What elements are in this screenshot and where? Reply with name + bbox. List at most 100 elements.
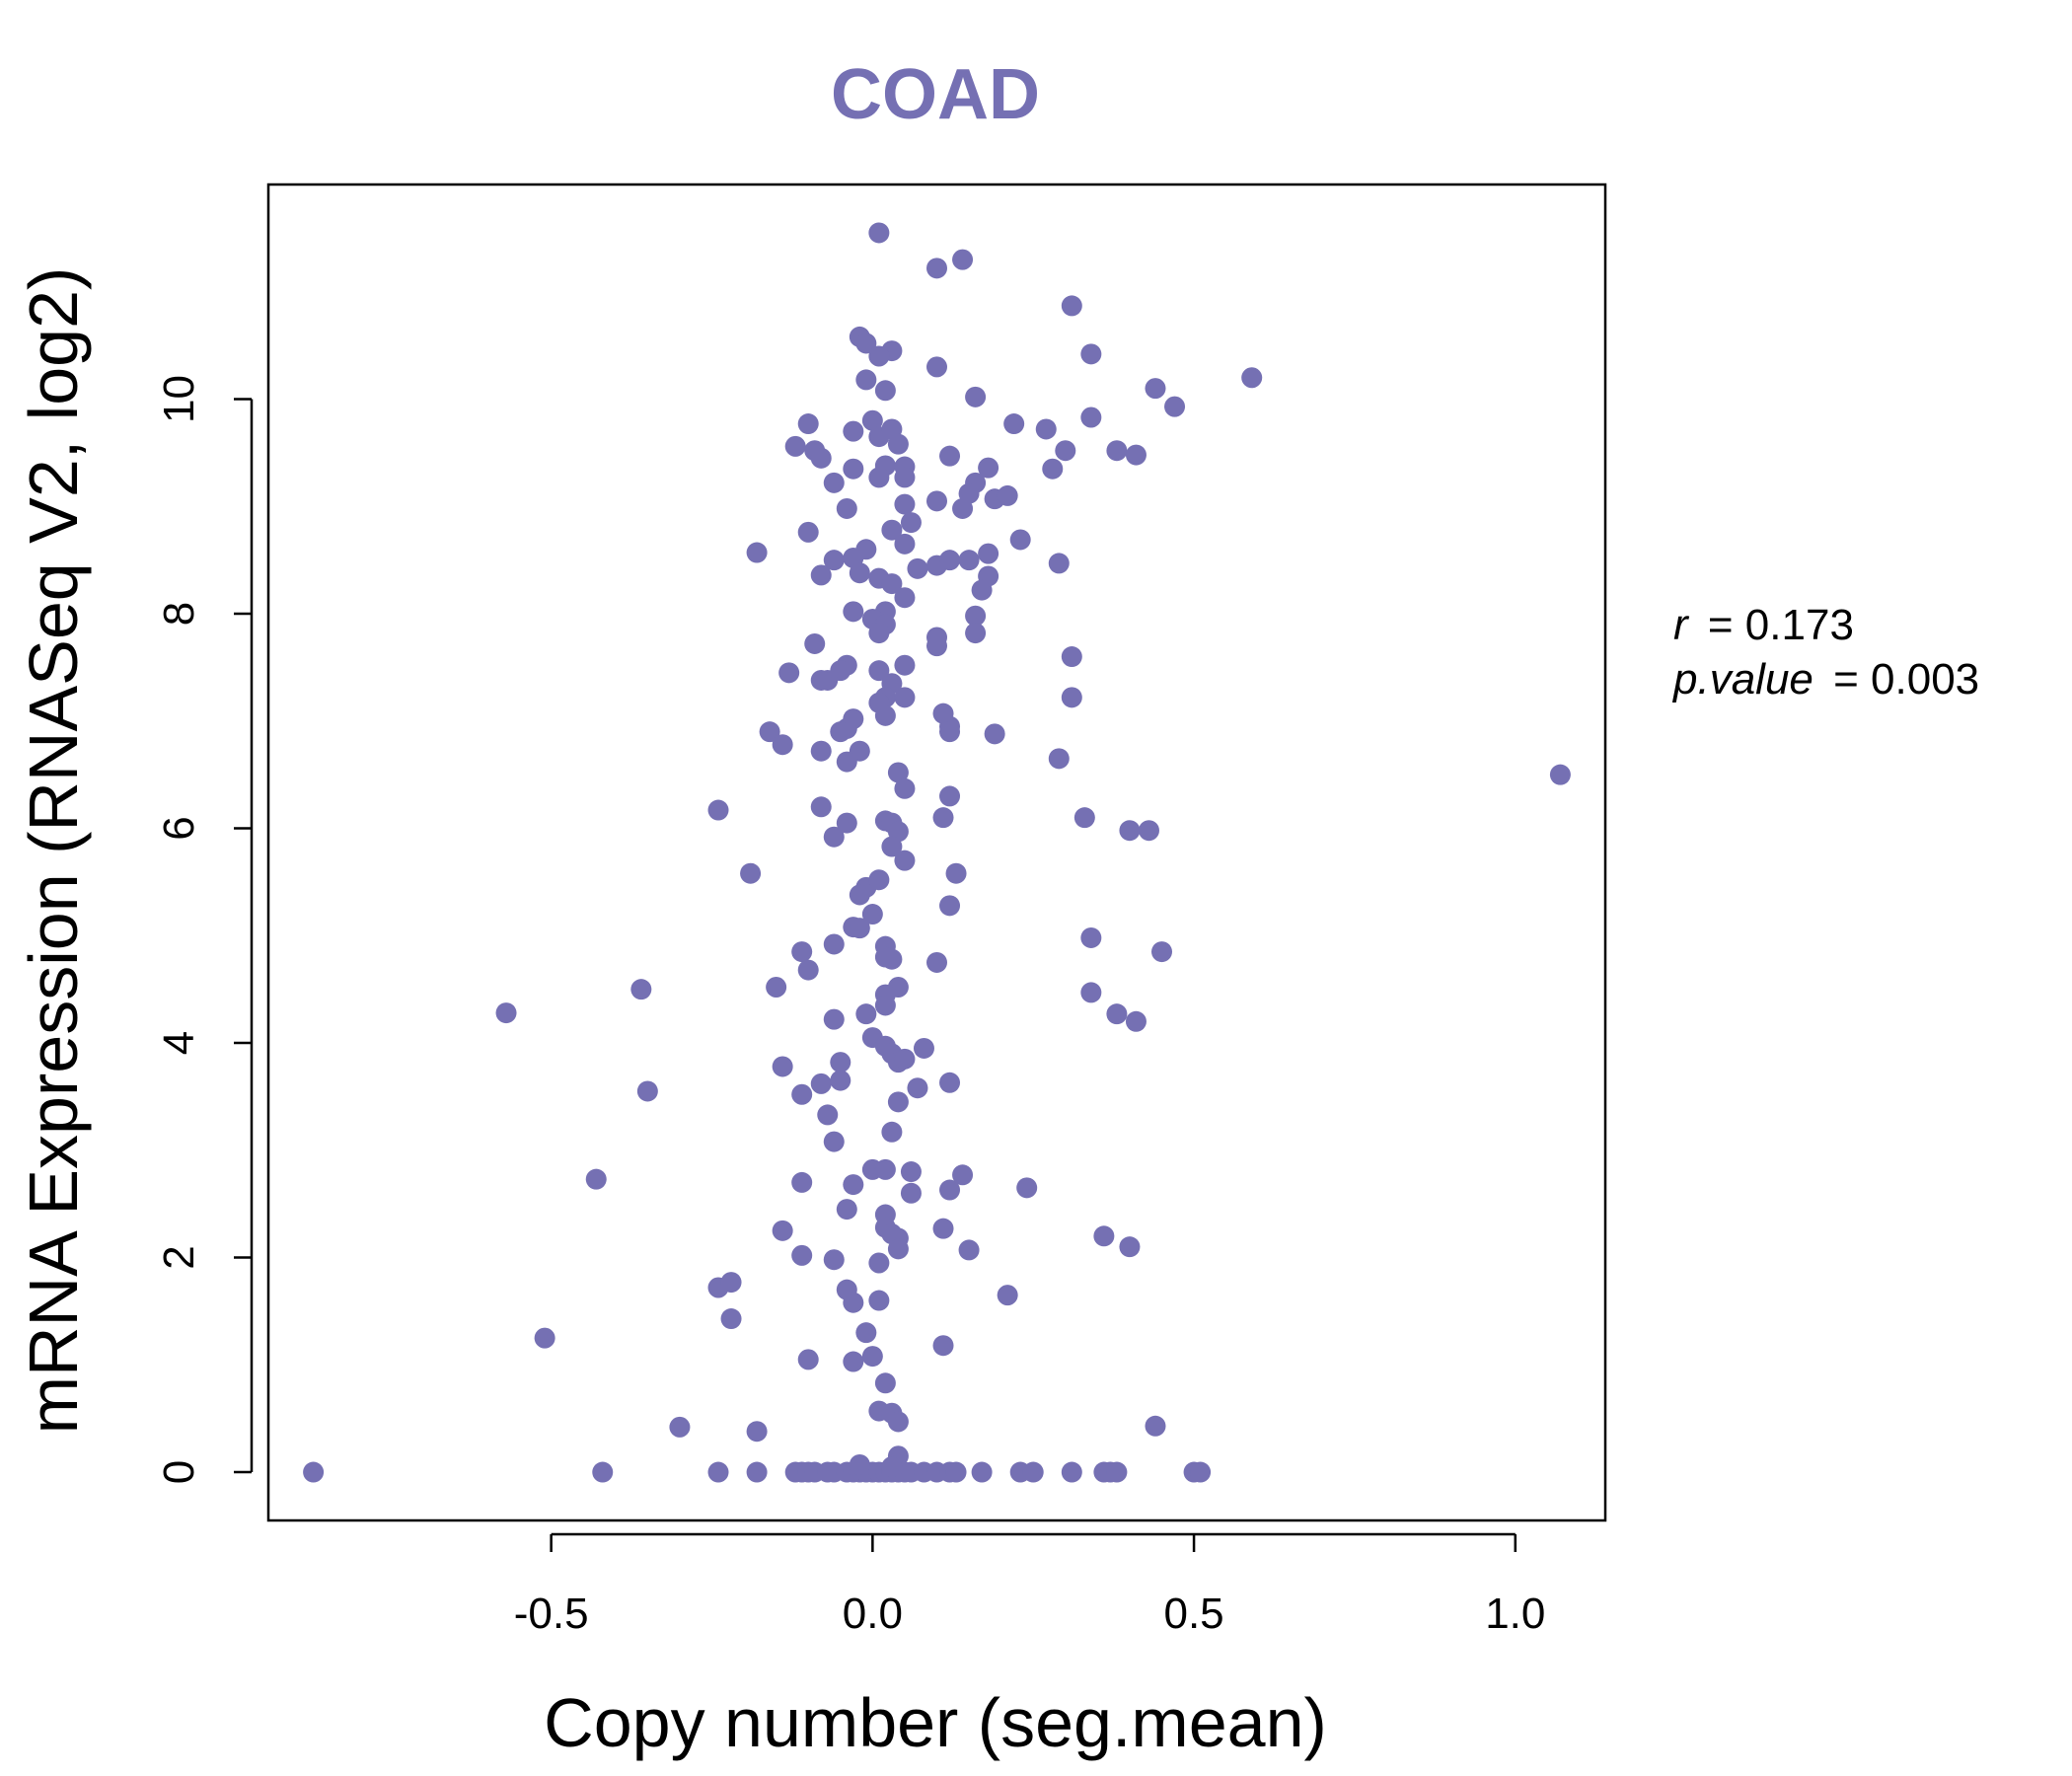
data-point (836, 812, 857, 834)
data-point (797, 413, 819, 435)
data-point (797, 1349, 819, 1370)
data-point (881, 836, 903, 857)
data-point (778, 662, 800, 684)
data-point (810, 796, 832, 818)
data-point (1022, 1461, 1044, 1483)
data-point (746, 1461, 768, 1483)
data-point (1073, 807, 1095, 829)
data-point (843, 420, 864, 442)
data-point (939, 445, 961, 467)
data-point (830, 721, 851, 743)
data-point (303, 1461, 325, 1483)
data-point (887, 433, 909, 455)
data-point (1080, 982, 1102, 1003)
data-point (894, 1048, 916, 1070)
data-point (843, 458, 864, 480)
data-point (1164, 396, 1186, 417)
x-tick-label: 0.0 (843, 1590, 903, 1638)
data-point (965, 623, 987, 644)
data-point (1055, 440, 1076, 462)
data-point (965, 386, 987, 407)
data-point (926, 356, 947, 378)
data-points (303, 222, 1571, 1483)
data-point (894, 687, 916, 708)
data-point (797, 521, 819, 543)
data-point (958, 1239, 980, 1261)
correlation-annotation: r = 0.173 (1673, 601, 1854, 649)
data-point (784, 435, 806, 457)
data-point (740, 862, 762, 884)
data-point (965, 605, 987, 627)
data-point (534, 1327, 555, 1349)
data-point (830, 1052, 851, 1073)
data-point (894, 493, 916, 515)
data-point (868, 660, 890, 682)
data-point (971, 579, 993, 601)
data-point (1016, 1177, 1038, 1199)
data-point (868, 222, 890, 244)
data-point (868, 345, 890, 367)
data-point (1145, 378, 1166, 400)
data-point (1061, 687, 1082, 708)
data-point (836, 497, 857, 519)
data-point (849, 884, 870, 906)
y-axis-label: mRNA Expression (RNASeq V2, log2) (15, 267, 92, 1435)
data-point (887, 1411, 909, 1433)
data-point (592, 1461, 614, 1483)
data-point (997, 484, 1018, 506)
pvalue-annotation: p.value = 0.003 (1671, 655, 1979, 703)
data-point (926, 951, 947, 973)
data-point (861, 409, 883, 431)
data-point (861, 904, 883, 925)
data-point (746, 542, 768, 563)
data-point (894, 654, 916, 676)
data-point (978, 543, 999, 564)
data-point (978, 457, 999, 479)
data-point (772, 734, 793, 756)
data-point (874, 1158, 896, 1180)
data-point (952, 1164, 974, 1186)
data-point (887, 762, 909, 783)
data-point (849, 918, 870, 939)
data-point (791, 941, 813, 963)
data-point (881, 573, 903, 595)
data-point (913, 1037, 934, 1059)
plot-frame (266, 183, 1607, 1522)
data-point (849, 1453, 870, 1475)
data-point (855, 333, 877, 354)
data-point (1119, 1236, 1141, 1258)
data-point (804, 632, 826, 654)
data-point (1003, 413, 1025, 435)
data-point (843, 1174, 864, 1196)
x-axis: -0.5 0.0 0.5 1.0 (514, 1532, 1545, 1638)
data-point (907, 557, 928, 579)
data-point (791, 1244, 813, 1266)
data-point (855, 1003, 877, 1025)
data-point (791, 1083, 813, 1105)
x-tick-label: 0.5 (1163, 1590, 1223, 1638)
data-point (894, 777, 916, 799)
data-point (887, 1091, 909, 1113)
data-point (1549, 764, 1571, 785)
data-point (1093, 1225, 1115, 1247)
data-point (868, 1252, 890, 1274)
data-point (1061, 646, 1082, 668)
data-point (1119, 820, 1141, 842)
r-symbol: r (1673, 601, 1690, 649)
data-point (939, 785, 961, 807)
data-point (894, 850, 916, 871)
data-point (810, 564, 832, 586)
data-point (1080, 926, 1102, 948)
data-point (746, 1421, 768, 1443)
x-tick-label: -0.5 (514, 1590, 589, 1638)
data-point (1145, 1415, 1166, 1437)
data-point (900, 1182, 922, 1204)
x-axis-label: Copy number (seg.mean) (544, 1684, 1327, 1761)
data-point (830, 1070, 851, 1091)
data-point (707, 799, 729, 821)
data-point (836, 751, 857, 773)
data-point (874, 704, 896, 726)
y-tick-label: 10 (155, 375, 203, 423)
data-point (843, 1292, 864, 1313)
